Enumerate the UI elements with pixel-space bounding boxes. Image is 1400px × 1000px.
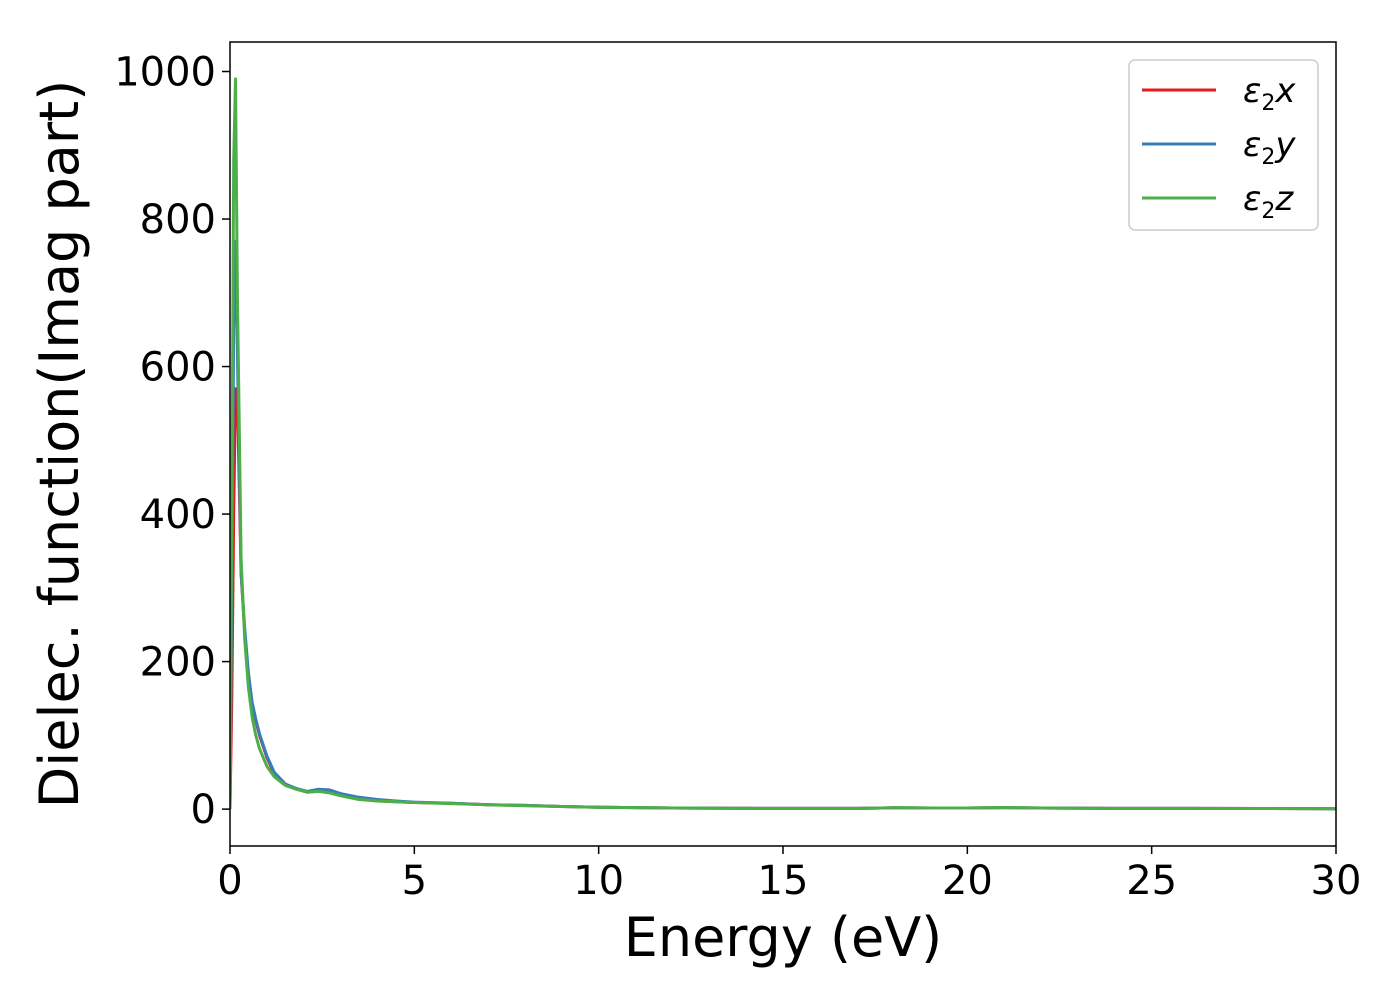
legend: ε2x ε2y ε2z [1128,59,1319,231]
x-tick-label: 10 [573,858,624,904]
series-line-z [230,77,1336,811]
legend-label: ε2x [1243,71,1296,116]
x-tick-label: 25 [1126,858,1177,904]
x-tick-label: 30 [1311,858,1362,904]
x-axis: 0 5 10 15 20 25 30 [217,846,1361,904]
legend-label: ε2z [1243,179,1294,224]
y-tick-label: 0 [191,787,216,833]
x-tick-label: 15 [758,858,809,904]
y-tick-label: 600 [140,345,216,391]
y-axis-title: Dielec. function(Imag part) [28,80,91,809]
series-line-y [230,239,1336,811]
y-tick-label: 400 [140,492,216,538]
x-tick-label: 0 [217,858,242,904]
y-tick-label: 800 [140,197,216,243]
x-axis-title: Energy (eV) [624,906,943,969]
series-layer [230,77,1336,811]
legend-label: ε2y [1243,125,1296,170]
series-line-x [230,387,1336,811]
legend-box [1128,59,1319,231]
x-tick-label: 5 [402,858,427,904]
x-tick-label: 20 [942,858,993,904]
y-tick-label: 1000 [114,50,216,96]
y-tick-label: 200 [140,640,216,686]
y-axis: 0 200 400 600 800 1000 [114,50,230,833]
